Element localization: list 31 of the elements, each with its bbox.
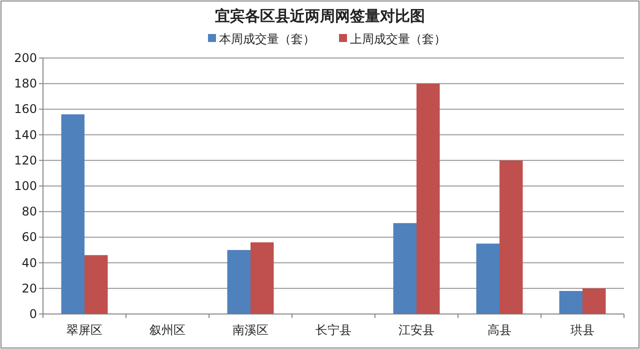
y-tick-label: 40 [22,256,37,270]
bar [582,288,606,314]
bar [500,160,523,314]
bar [393,223,416,314]
bar [559,290,582,314]
bar [250,242,274,314]
x-tick-label: 南溪区 [232,323,268,337]
bar [476,244,500,314]
y-tick-label: 80 [22,204,37,219]
bar [61,114,84,314]
chart-title: 宜宾各区县近两周网签量对比图 [215,7,425,25]
x-tick-label: 叙州区 [150,323,186,337]
x-tick-label: 珙县 [570,323,594,337]
bar [84,255,108,314]
y-tick-label: 120 [14,153,37,168]
y-tick-label: 0 [29,307,37,321]
x-tick-label: 高县 [488,323,512,337]
y-tick-label: 20 [22,281,37,296]
y-tick-label: 200 [14,51,37,65]
bar [227,250,250,314]
y-tick-label: 140 [14,128,37,142]
bar [416,84,440,314]
legend-label: 上周成交量（套） [350,32,446,46]
x-tick-label: 江安县 [398,323,434,337]
y-tick-label: 180 [14,76,37,91]
legend-label: 本周成交量（套） [219,32,315,46]
y-tick-label: 100 [14,179,37,193]
y-tick-label: 160 [14,102,37,116]
x-tick-label: 长宁县 [316,323,352,337]
y-tick-label: 60 [22,230,37,244]
x-tick-label: 翠屏区 [66,323,102,337]
